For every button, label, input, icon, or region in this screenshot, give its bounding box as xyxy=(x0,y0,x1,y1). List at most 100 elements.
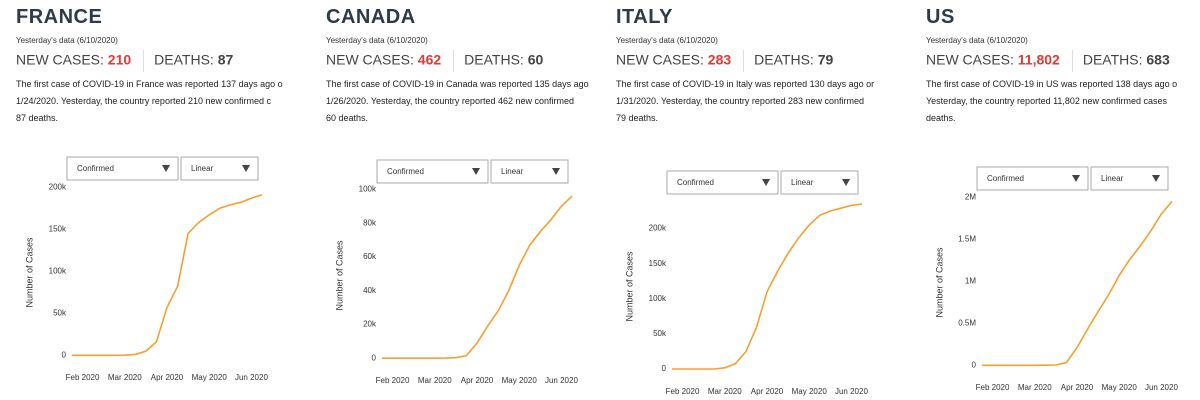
description: The first case of COVID-19 in Italy was … xyxy=(616,76,898,127)
y-tick-label: 100k xyxy=(649,294,667,303)
dropdown[interactable]: Confirmed xyxy=(376,159,489,184)
dropdown[interactable]: Confirmed xyxy=(66,156,179,181)
x-tick-label: Jun 2020 xyxy=(235,373,268,382)
country-panel: CANADA Yesterday's data (6/10/2020) NEW CA… xyxy=(310,0,610,400)
divider xyxy=(453,50,455,72)
x-tick-label: Feb 2020 xyxy=(976,383,1010,392)
cases-line xyxy=(672,203,863,370)
cases-line xyxy=(72,194,263,357)
deaths-label: DEATHS: xyxy=(754,51,814,68)
x-tick-label: Mar 2020 xyxy=(1018,383,1052,392)
y-tick-label: 100k xyxy=(49,266,67,275)
y-tick-label: 60k xyxy=(363,252,377,261)
new-cases-value: 283 xyxy=(707,51,732,68)
x-tick-label: Mar 2020 xyxy=(418,376,452,385)
country-title: US xyxy=(926,6,955,28)
deaths-value: 683 xyxy=(1146,51,1170,68)
y-tick-label: 2M xyxy=(965,192,976,201)
y-tick-label: 80k xyxy=(363,218,377,227)
country-panel: FRANCE Yesterday's data (6/10/2020) NEW CA… xyxy=(0,0,300,400)
y-tick-label: 0 xyxy=(372,353,377,362)
dropdown-label: Confirmed xyxy=(987,174,1024,183)
y-axis-label: Number of Cases xyxy=(624,251,634,322)
x-tick-label: Apr 2020 xyxy=(751,387,784,396)
dropdown-arrow xyxy=(842,179,850,186)
new-cases-value: 210 xyxy=(107,51,132,68)
x-tick-label: Mar 2020 xyxy=(708,387,742,396)
y-tick-label: 0.5M xyxy=(958,318,976,327)
deaths-label: DEATHS: xyxy=(1082,51,1143,68)
description: The first case of COVID-19 in US was rep… xyxy=(926,76,1200,127)
y-tick-label: 0 xyxy=(972,360,977,369)
dropdown[interactable]: Linear xyxy=(180,156,259,181)
y-tick-label: 50k xyxy=(53,308,67,317)
divider xyxy=(1071,50,1073,72)
description-line: Yesterday, the country reported 11,802 n… xyxy=(926,96,1167,106)
x-tick-label: Apr 2020 xyxy=(151,373,184,382)
country-title: CANADA xyxy=(326,6,416,28)
stats-row: NEW CASES: 11,802 DEATHS: 683 xyxy=(926,50,1170,72)
deaths-value: 87 xyxy=(217,51,234,68)
y-tick-label: 40k xyxy=(363,286,377,295)
y-tick-label: 150k xyxy=(49,224,67,233)
x-tick-label: Feb 2020 xyxy=(66,373,100,382)
dropdown-box xyxy=(66,156,179,181)
divider xyxy=(143,50,145,72)
x-tick-label: May 2020 xyxy=(792,387,828,396)
dropdown-arrow xyxy=(1152,175,1160,182)
dropdown-label: Linear xyxy=(501,167,524,176)
dropdown[interactable]: Linear xyxy=(490,159,569,184)
dropdown[interactable]: Confirmed xyxy=(976,166,1089,191)
x-tick-label: Feb 2020 xyxy=(376,376,410,385)
dropdown-box xyxy=(490,159,569,184)
country-panel: ITALY Yesterday's data (6/10/2020) NEW CAS… xyxy=(600,0,900,400)
x-tick-label: Jun 2020 xyxy=(1145,383,1178,392)
y-tick-label: 100k xyxy=(359,184,377,193)
dropdown[interactable]: Linear xyxy=(1090,166,1169,191)
country-panel: US Yesterday's data (6/10/2020) NEW CASES:… xyxy=(910,0,1200,400)
stats-row: NEW CASES: 462 DEATHS: 60 xyxy=(326,50,543,72)
dropdown-box xyxy=(780,170,859,195)
new-cases-label: NEW CASES: xyxy=(16,51,104,68)
chart: Confirmed Linear Number of Cases 0 50k 100k 15… xyxy=(624,170,868,396)
country-title: FRANCE xyxy=(16,6,103,28)
y-tick-label: 150k xyxy=(649,259,667,268)
description-line: 60 deaths. xyxy=(326,113,369,123)
dropdown[interactable]: Linear xyxy=(780,170,859,195)
description-line: 1/24/2020. Yesterday, the country report… xyxy=(16,96,271,106)
description-line: 1/26/2020. Yesterday, the country report… xyxy=(326,96,574,106)
description-line: deaths. xyxy=(926,113,956,123)
cases-line xyxy=(982,200,1173,367)
stats-row: NEW CASES: 210 DEATHS: 87 xyxy=(16,50,233,72)
description: The first case of COVID-19 in Canada was… xyxy=(326,76,608,127)
x-tick-label: Feb 2020 xyxy=(666,387,700,396)
y-tick-label: 200k xyxy=(649,224,667,233)
description-line: The first case of COVID-19 in Italy was … xyxy=(616,79,875,89)
y-axis-label: Number of Cases xyxy=(934,247,944,318)
dropdown-arrow xyxy=(552,168,560,175)
data-date: Yesterday's data (6/10/2020) xyxy=(326,36,428,45)
dropdown[interactable]: Confirmed xyxy=(666,170,779,195)
x-tick-label: Apr 2020 xyxy=(461,376,494,385)
x-tick-label: May 2020 xyxy=(502,376,538,385)
dropdown-label: Linear xyxy=(1101,174,1124,183)
y-tick-label: 200k xyxy=(49,182,67,191)
description-line: 79 deaths. xyxy=(616,113,659,123)
data-date: Yesterday's data (6/10/2020) xyxy=(926,36,1028,45)
y-axis-label: Number of Cases xyxy=(24,237,34,308)
new-cases-label: NEW CASES: xyxy=(926,51,1014,68)
dropdown-label: Linear xyxy=(191,164,214,173)
dropdown-box xyxy=(976,166,1089,191)
x-tick-label: Apr 2020 xyxy=(1061,383,1094,392)
new-cases-value: 11,802 xyxy=(1017,51,1060,68)
dropdown-arrow xyxy=(1072,175,1080,182)
y-tick-label: 0 xyxy=(62,350,67,359)
stats-row: NEW CASES: 283 DEATHS: 79 xyxy=(616,50,833,72)
dropdown-arrow xyxy=(762,179,770,186)
dropdown-box xyxy=(1090,166,1169,191)
y-tick-label: 1M xyxy=(965,276,976,285)
dropdown-arrow xyxy=(242,165,250,172)
x-tick-label: Jun 2020 xyxy=(545,376,578,385)
x-tick-label: Mar 2020 xyxy=(108,373,142,382)
